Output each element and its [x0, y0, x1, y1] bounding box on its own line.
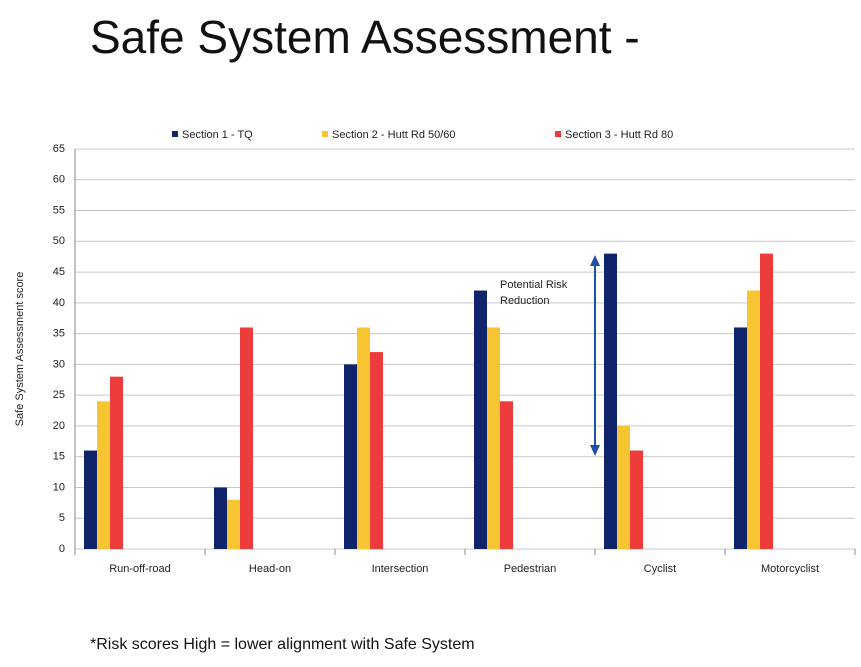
bar	[500, 401, 513, 549]
y-tick-label: 15	[53, 451, 65, 463]
y-tick-label: 45	[53, 266, 65, 278]
y-tick-label: 55	[53, 204, 65, 216]
bar	[617, 425, 630, 549]
legend-label: Section 2 - Hutt Rd 50/60	[332, 129, 456, 141]
bar	[370, 352, 383, 549]
bar	[344, 364, 357, 549]
annotation: Potential Risk Reduction	[500, 279, 568, 307]
arrow-head	[590, 445, 600, 456]
legend-swatch	[172, 131, 178, 137]
bar	[760, 253, 773, 549]
bar	[110, 376, 123, 549]
legend-label: Section 1 - TQ	[182, 129, 253, 141]
bar	[734, 327, 747, 549]
legend-swatch	[322, 131, 328, 137]
arrow-head	[590, 255, 600, 266]
y-tick-label: 20	[53, 420, 65, 432]
y-tick-label: 25	[53, 389, 65, 401]
footnote: *Risk scores High = lower alignment with…	[90, 636, 475, 653]
bar	[474, 290, 487, 549]
y-tick-label: 30	[53, 358, 65, 370]
y-tick-label: 5	[59, 512, 65, 524]
legend-label: Section 3 - Hutt Rd 80	[565, 129, 673, 141]
bar	[97, 401, 110, 549]
bar	[630, 450, 643, 549]
x-tick-label: Head-on	[249, 563, 291, 575]
x-tick-label: Intersection	[372, 563, 429, 575]
y-tick-label: 10	[53, 481, 65, 493]
bar	[357, 327, 370, 549]
bar	[747, 290, 760, 549]
y-tick-label: 60	[53, 174, 65, 186]
y-tick-label: 35	[53, 328, 65, 340]
bar	[240, 327, 253, 549]
legend-swatch	[555, 131, 561, 137]
bar	[84, 450, 97, 549]
slide-title: Safe System Assessment -	[90, 11, 640, 63]
y-tick-label: 50	[53, 235, 65, 247]
bar	[214, 487, 227, 549]
x-tick-label: Motorcyclist	[761, 563, 819, 575]
bar	[487, 327, 500, 549]
x-tick-label: Cyclist	[644, 563, 676, 575]
chart: Safe System Assessment score 0 5 10 15 20 25 3…	[14, 129, 856, 575]
y-tick-label: 0	[59, 543, 65, 555]
x-tick-label: Pedestrian	[504, 563, 557, 575]
y-tick-label: 65	[53, 143, 65, 155]
x-tick-label: Run-off-road	[109, 563, 171, 575]
y-axis-label: Safe System Assessment score	[14, 272, 26, 427]
y-tick-label: 40	[53, 297, 65, 309]
bar	[604, 253, 617, 549]
bar	[227, 499, 240, 549]
